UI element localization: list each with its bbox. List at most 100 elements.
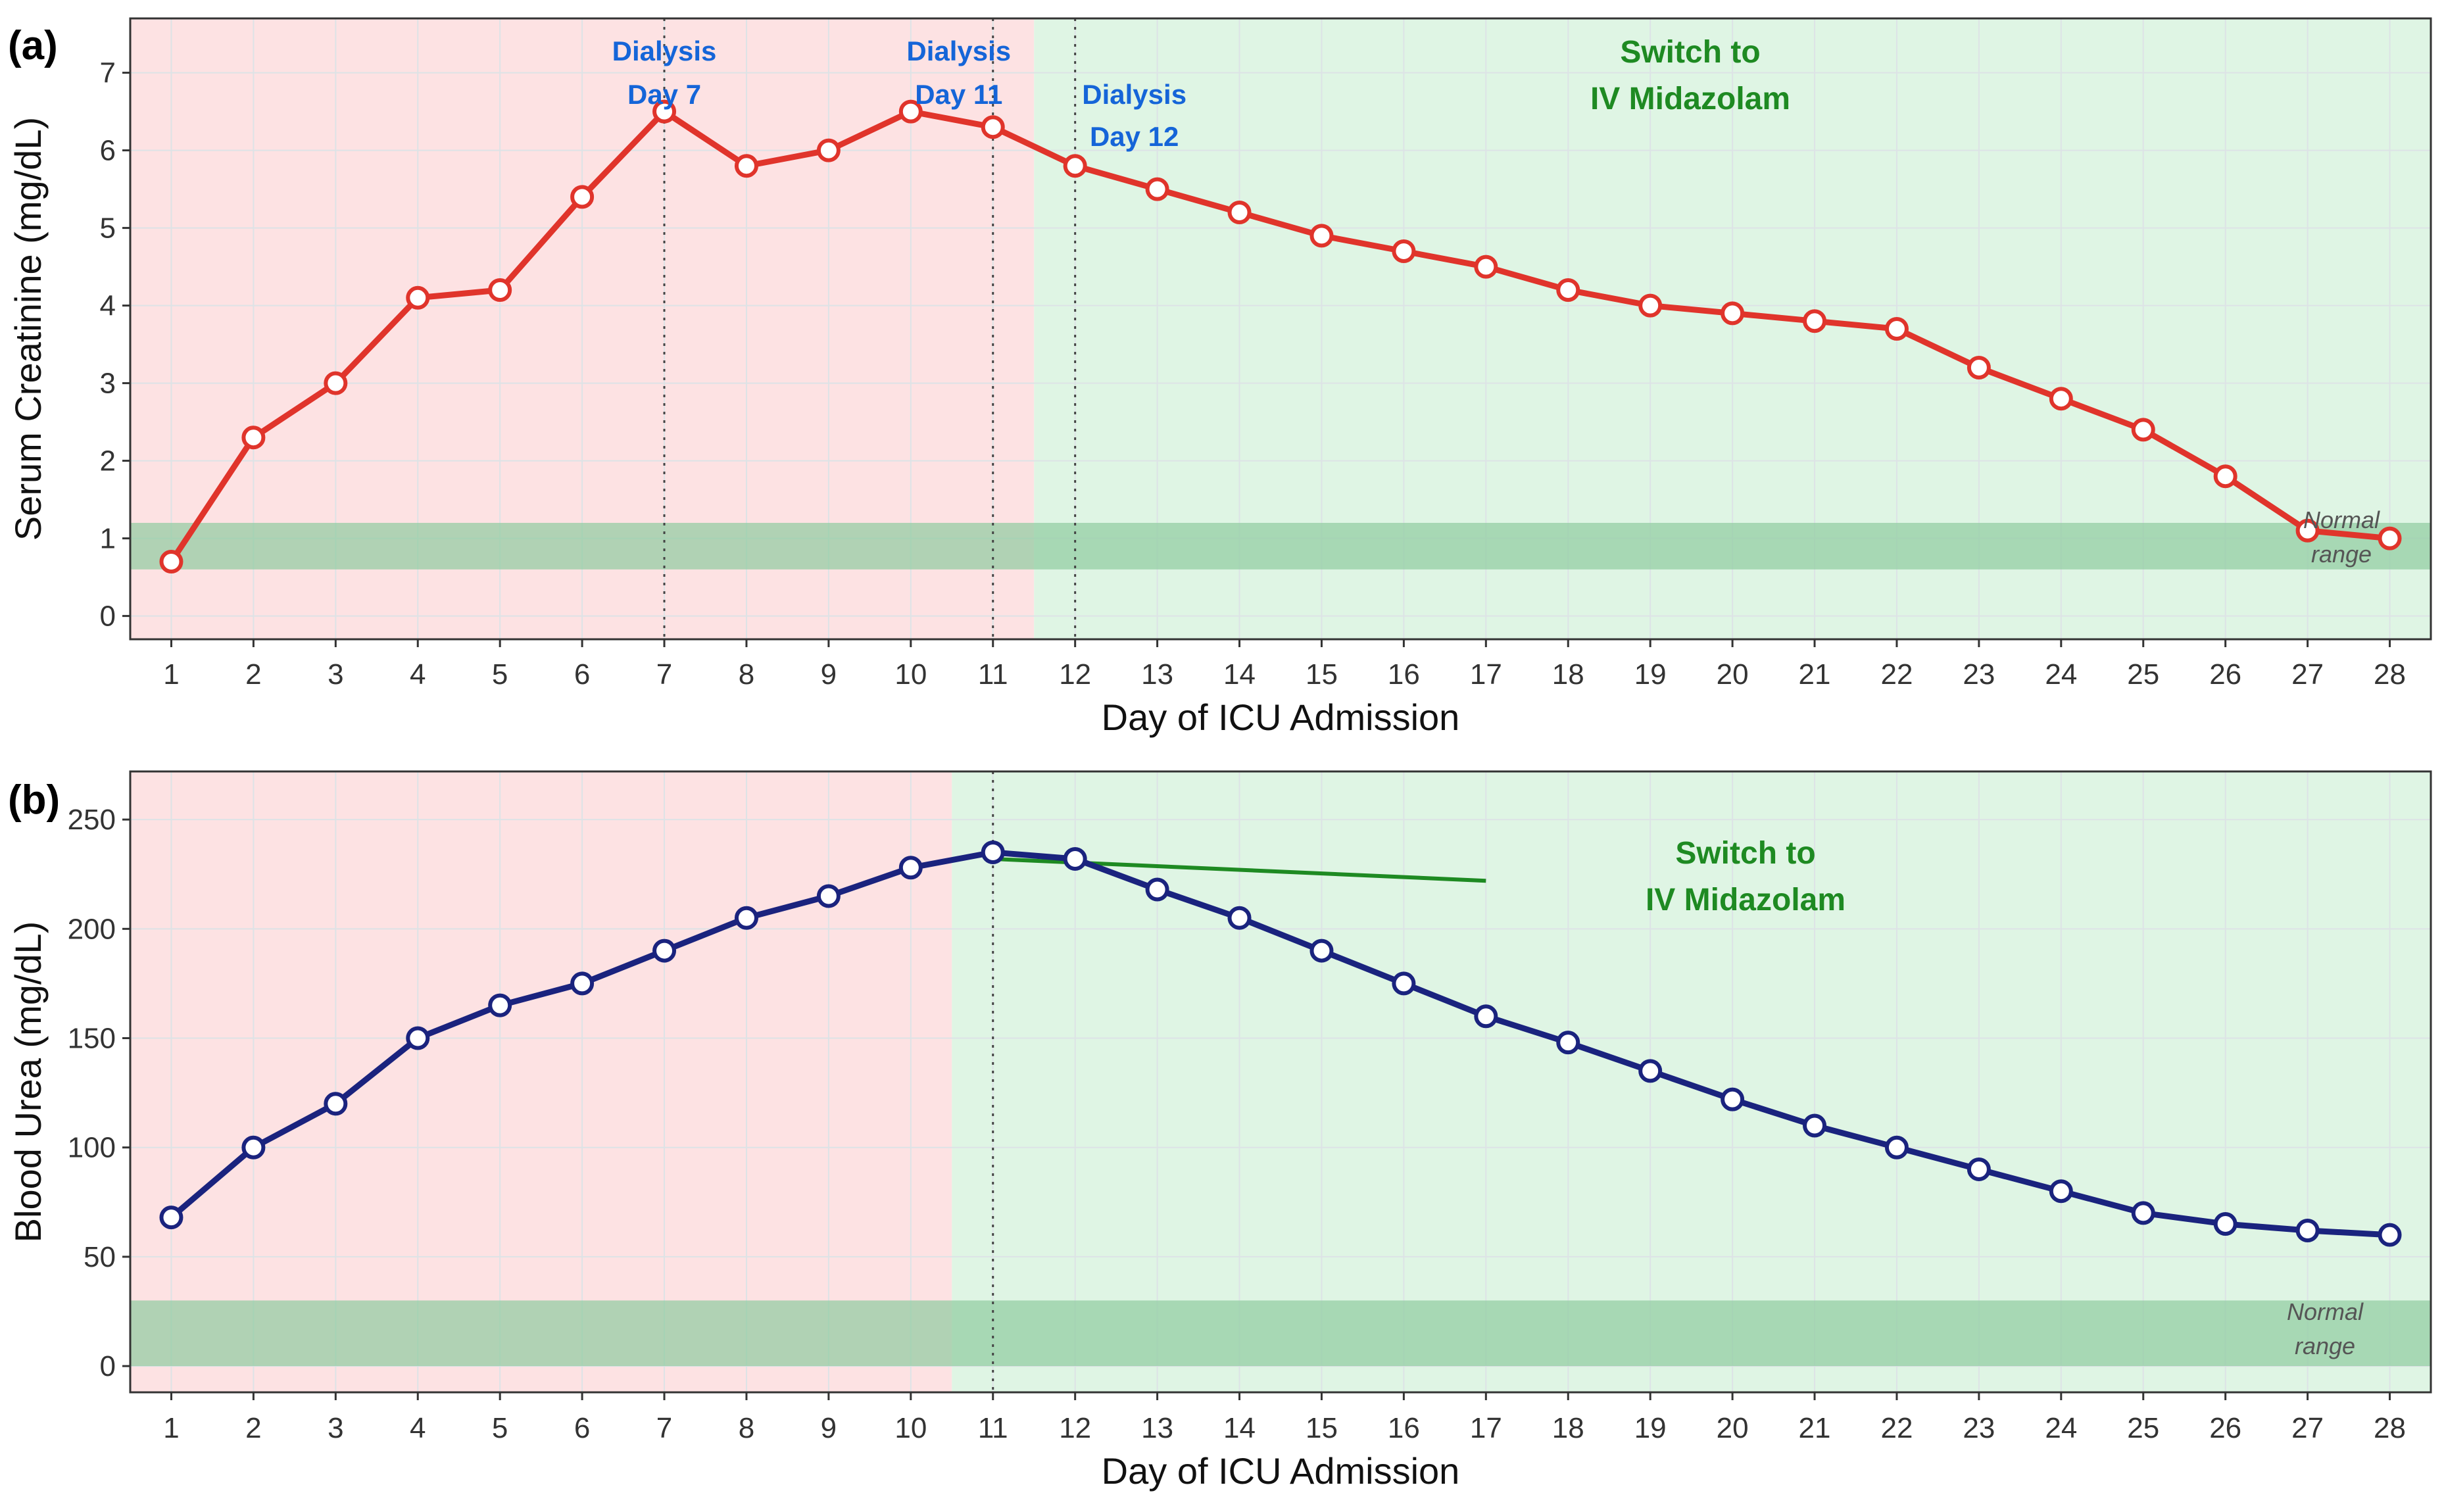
data-point: [570, 185, 595, 209]
data-point: [1803, 309, 1827, 333]
data-point: [816, 138, 841, 162]
switch-label: Switch to: [1620, 35, 1760, 70]
x-tick-label: 2: [245, 658, 261, 691]
data-point: [1474, 255, 1498, 279]
switch-label: Switch to: [1675, 836, 1815, 871]
x-tick-label: 17: [1470, 658, 1502, 691]
data-point: [488, 278, 512, 302]
panel-label: (b): [8, 777, 60, 823]
data-point: [981, 115, 1005, 139]
y-tick-label: 0: [100, 600, 116, 633]
x-axis-title: Day of ICU Admission: [1102, 696, 1460, 738]
data-point: [488, 993, 512, 1017]
x-tick-label: 13: [1141, 658, 1173, 691]
y-tick-label: 250: [68, 804, 116, 836]
data-point: [734, 154, 758, 178]
x-tick-label: 27: [2291, 1412, 2324, 1444]
data-point: [1392, 971, 1416, 996]
x-tick-label: 5: [492, 658, 508, 691]
data-point: [2049, 1179, 2073, 1204]
data-point: [2131, 1201, 2155, 1225]
x-tick-label: 16: [1388, 658, 1420, 691]
data-point: [159, 1206, 183, 1230]
x-tick-label: 22: [1880, 1412, 1913, 1444]
x-tick-label: 1: [163, 658, 179, 691]
x-tick-label: 8: [739, 658, 754, 691]
x-tick-label: 16: [1388, 1412, 1420, 1444]
data-point: [1145, 877, 1169, 902]
x-tick-label: 25: [2127, 1412, 2159, 1444]
y-tick-label: 150: [68, 1023, 116, 1055]
data-point: [241, 1135, 266, 1159]
y-tick-label: 1: [100, 523, 116, 555]
x-tick-label: 20: [1717, 658, 1749, 691]
dialysis-day-label: Day 7: [627, 79, 701, 110]
x-tick-label: 2: [245, 1412, 261, 1444]
x-tick-label: 3: [328, 658, 343, 691]
x-tick-label: 15: [1306, 1412, 1338, 1444]
y-tick-label: 2: [100, 445, 116, 477]
x-tick-label: 10: [894, 658, 927, 691]
y-tick-label: 0: [100, 1350, 116, 1382]
data-point: [1967, 356, 1991, 379]
data-point: [981, 840, 1005, 864]
data-point: [1309, 224, 1334, 248]
data-point: [1556, 1031, 1580, 1055]
dialysis-day-label: Day 11: [915, 79, 1002, 110]
y-axis-title: Blood Urea (mg/dL): [7, 921, 49, 1243]
data-point: [1803, 1113, 1827, 1138]
data-point: [406, 285, 430, 310]
data-point: [159, 550, 183, 573]
data-point: [2131, 418, 2155, 442]
x-tick-label: 13: [1141, 1412, 1173, 1444]
dialysis-day-label: Day 12: [1090, 121, 1179, 152]
y-tick-label: 5: [100, 212, 116, 245]
x-tick-label: 25: [2127, 658, 2159, 691]
data-point: [1638, 1059, 1663, 1083]
series-line: [169, 849, 2390, 1238]
x-tick-label: 18: [1552, 1412, 1584, 1444]
y-axis-title: Serum Creatinine (mg/dL): [7, 117, 49, 541]
dialysis-label: Dialysis: [906, 36, 1011, 66]
series-line: [168, 109, 2390, 564]
normal-range-label: Normal: [2287, 1298, 2364, 1325]
normal-range-band: [130, 1300, 2431, 1367]
x-tick-label: 6: [574, 1412, 590, 1444]
x-tick-label: 26: [2209, 658, 2241, 691]
data-point: [1721, 301, 1745, 326]
data-point: [2213, 464, 2237, 489]
x-tick-label: 9: [821, 658, 837, 691]
data-point: [406, 1026, 430, 1050]
data-point: [324, 371, 348, 395]
x-tick-label: 12: [1059, 658, 1091, 691]
x-tick-label: 6: [574, 658, 590, 691]
data-point: [241, 426, 266, 450]
data-point: [324, 1092, 348, 1116]
x-tick-label: 23: [1963, 658, 1995, 691]
data-point: [1721, 1087, 1745, 1111]
data-point: [1145, 177, 1169, 201]
data-point: [2213, 1212, 2237, 1236]
x-tick-label: 15: [1306, 658, 1338, 691]
dialysis-label: Dialysis: [1082, 79, 1186, 110]
x-tick-label: 21: [1799, 658, 1831, 691]
x-tick-label: 12: [1059, 1412, 1091, 1444]
x-tick-label: 3: [328, 1412, 343, 1444]
data-point: [2378, 1223, 2402, 1247]
x-tick-label: 28: [2374, 658, 2406, 691]
dialysis-label: Dialysis: [612, 36, 717, 66]
x-tick-label: 21: [1799, 1412, 1831, 1444]
y-tick-label: 4: [100, 290, 116, 322]
data-point: [652, 939, 677, 963]
data-point: [1884, 1135, 1909, 1159]
data-point: [2049, 387, 2073, 411]
data-point: [652, 99, 677, 124]
x-tick-label: 24: [2045, 1412, 2077, 1444]
x-tick-label: 19: [1634, 1412, 1667, 1444]
data-point: [1392, 239, 1416, 263]
x-tick-label: 9: [821, 1412, 837, 1444]
x-axis-title: Day of ICU Admission: [1102, 1450, 1460, 1492]
data-point: [570, 971, 595, 996]
plot-border: [129, 770, 2432, 1394]
